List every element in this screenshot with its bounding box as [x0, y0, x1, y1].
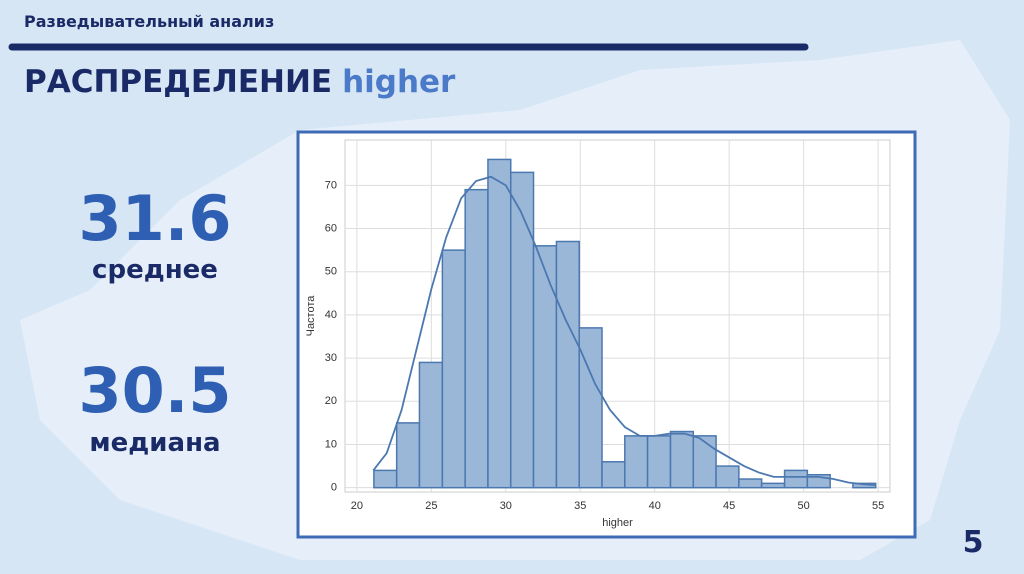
y-tick-label: 20 — [325, 395, 337, 407]
x-tick-label: 30 — [500, 500, 512, 512]
y-tick-label: 0 — [331, 482, 337, 494]
section-title: Разведывательный анализ — [24, 12, 274, 31]
x-tick-label: 45 — [723, 500, 735, 512]
bar — [852, 482, 877, 489]
bar — [487, 158, 512, 489]
x-tick-label: 35 — [574, 500, 586, 512]
y-tick-label: 40 — [325, 309, 337, 321]
bar — [783, 469, 809, 489]
x-tick-label: 55 — [872, 500, 884, 512]
x-tick-label: 50 — [798, 500, 810, 512]
x-axis-label: higher — [602, 517, 633, 529]
kde-line — [372, 175, 876, 486]
bar — [532, 245, 558, 489]
bar — [509, 171, 535, 489]
page-number: 5 — [963, 525, 984, 560]
y-tick-label: 50 — [325, 266, 337, 278]
bar — [760, 482, 786, 489]
bar — [646, 435, 672, 489]
x-tick-label: 20 — [351, 500, 363, 512]
title-accent: higher — [342, 64, 456, 100]
bar — [395, 422, 421, 489]
bar — [738, 478, 763, 489]
stat-value: 30.5 — [79, 354, 232, 427]
slide-title: РАСПРЕДЕЛЕНИЕ higher — [24, 64, 456, 100]
stat-value: 31.6 — [79, 182, 232, 255]
bar — [555, 240, 580, 489]
bar — [669, 430, 695, 489]
x-tick-label: 25 — [425, 500, 437, 512]
bar — [692, 435, 717, 489]
y-tick-label: 30 — [325, 352, 337, 364]
title-main: РАСПРЕДЕЛЕНИЕ — [24, 64, 332, 100]
plot: 0 10 20 30 40 50 60 70 20 25 30 35 40 45 50 55 higher Час… — [305, 139, 891, 529]
bar — [441, 249, 466, 489]
x-tick-label: 40 — [649, 500, 661, 512]
bar — [418, 361, 444, 489]
y-axis-label: Частота — [305, 295, 317, 337]
y-tick-label: 60 — [325, 222, 337, 234]
y-tick-label: 70 — [325, 179, 337, 191]
y-tick-label: 10 — [325, 438, 337, 450]
bar — [715, 465, 740, 489]
stat-label: среднее — [92, 255, 218, 285]
bar — [464, 188, 489, 489]
stat-label: медиана — [89, 428, 220, 458]
bar — [578, 327, 603, 489]
bar — [601, 461, 626, 489]
bar — [624, 435, 649, 489]
bar — [373, 469, 398, 489]
